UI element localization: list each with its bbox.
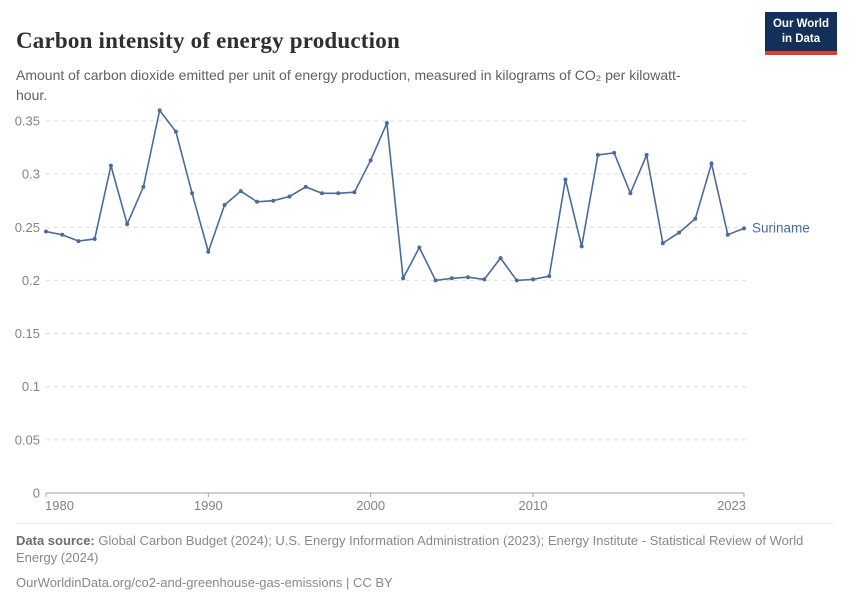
data-point[interactable] [303, 184, 308, 189]
data-point[interactable] [157, 108, 162, 113]
data-point[interactable] [287, 194, 292, 199]
data-point[interactable] [401, 276, 406, 281]
data-point[interactable] [579, 244, 584, 249]
data-point[interactable] [173, 129, 178, 134]
owid-logo: Our World in Data [764, 12, 837, 55]
x-axis-tick-label: 1980 [45, 498, 74, 513]
data-point[interactable] [612, 150, 617, 155]
data-point[interactable] [742, 226, 746, 231]
data-point[interactable] [60, 232, 65, 237]
y-axis-tick-label: 0.2 [22, 273, 40, 288]
data-point[interactable] [709, 161, 714, 166]
permalink-line: OurWorldinData.org/co2-and-greenhouse-ga… [16, 574, 393, 590]
page-title: Carbon intensity of energy production [16, 28, 400, 54]
data-point[interactable] [644, 153, 649, 158]
line-chart[interactable]: 0 0.05 0.1 0.15 0.2 0.25 0.3 0.35 1980 1990 2000 20… [0, 0, 850, 523]
data-point[interactable] [466, 275, 471, 280]
chart-footer: Data source: Global Carbon Budget (2024)… [16, 523, 834, 592]
data-point[interactable] [206, 249, 211, 254]
entity-label: Suriname [752, 220, 810, 235]
data-source-text: Global Carbon Budget (2024); U.S. Energy… [16, 533, 804, 565]
y-axis-tick-label: 0.05 [15, 432, 40, 447]
data-point[interactable] [125, 222, 130, 227]
data-point[interactable] [693, 216, 698, 221]
data-point[interactable] [255, 199, 260, 204]
data-point[interactable] [514, 278, 519, 283]
data-point[interactable] [44, 229, 48, 234]
data-point[interactable] [336, 191, 341, 196]
y-axis-tick-label: 0.35 [15, 114, 40, 129]
data-point[interactable] [449, 276, 454, 281]
data-point[interactable] [677, 230, 682, 235]
owid-logo-line2: in Data [781, 32, 821, 45]
data-point[interactable] [628, 191, 633, 196]
data-point[interactable] [319, 191, 324, 196]
data-point[interactable] [352, 190, 357, 195]
data-point[interactable] [417, 245, 422, 250]
data-line [45, 108, 745, 282]
y-axis-tick-label: 0.25 [15, 220, 40, 235]
data-source-line: Data source: Global Carbon Budget (2024)… [16, 533, 811, 567]
data-point[interactable] [190, 191, 195, 196]
data-point[interactable] [368, 158, 373, 163]
data-point[interactable] [271, 198, 276, 203]
data-point[interactable] [563, 177, 568, 182]
chart-subtitle: Amount of carbon dioxide emitted per uni… [16, 67, 681, 103]
data-point[interactable] [76, 239, 81, 244]
y-axis-tick-label: 0.1 [22, 379, 40, 394]
data-point[interactable] [92, 236, 97, 241]
owid-logo-line1: Our World [772, 18, 829, 30]
data-point[interactable] [141, 184, 146, 189]
x-axis-tick-label: 2000 [356, 498, 385, 513]
y-axis-tick-label: 0.15 [15, 326, 40, 341]
data-point[interactable] [498, 256, 503, 261]
data-point[interactable] [547, 274, 552, 279]
y-axis-tick-label: 0.3 [22, 167, 40, 182]
data-point[interactable] [433, 278, 438, 283]
data-point[interactable] [222, 202, 227, 207]
data-point[interactable] [530, 277, 535, 282]
x-axis-tick-label: 2023 [717, 498, 746, 513]
data-point[interactable] [384, 121, 389, 126]
data-source-label: Data source: [16, 533, 95, 548]
data-point[interactable] [108, 163, 113, 168]
y-axis-tick-label: 0 [33, 486, 40, 501]
x-axis-tick-label: 2010 [519, 498, 548, 513]
data-point[interactable] [595, 153, 600, 158]
x-axis-tick-label: 1990 [194, 498, 223, 513]
data-point[interactable] [660, 241, 665, 246]
data-point[interactable] [725, 232, 730, 237]
data-point[interactable] [238, 189, 243, 194]
data-point[interactable] [482, 277, 487, 282]
